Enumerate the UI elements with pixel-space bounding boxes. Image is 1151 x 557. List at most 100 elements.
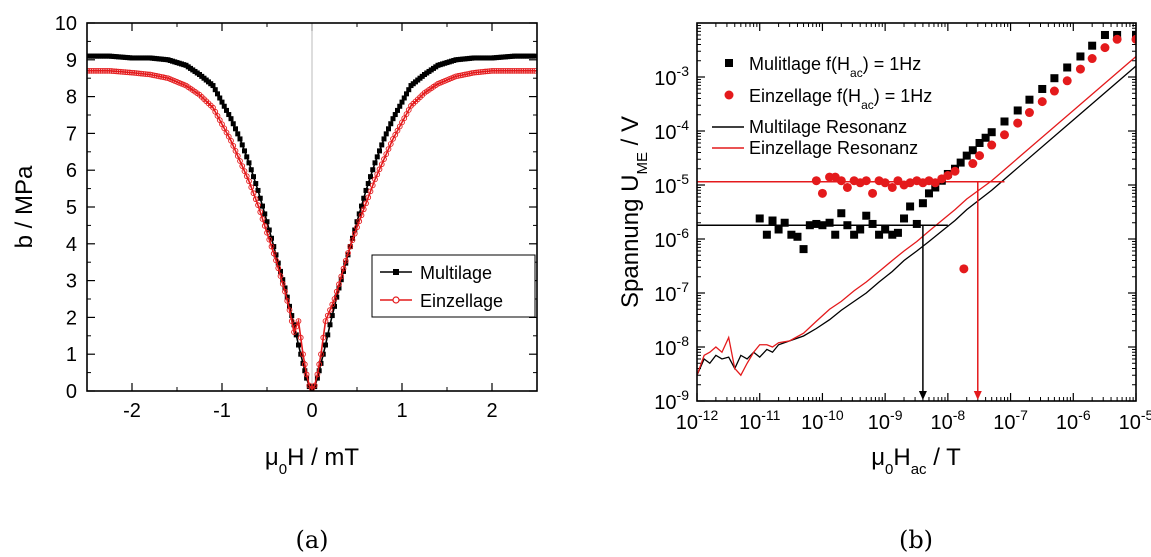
data-point [296, 342, 301, 348]
data-point [316, 368, 322, 374]
y-tick-label: 7 [66, 123, 77, 145]
data-point [239, 142, 245, 148]
data-point [309, 386, 315, 391]
legend-label-einzellage: Einzellage [420, 291, 503, 311]
data-point [956, 158, 965, 167]
data-point [818, 221, 827, 230]
data-point [532, 53, 537, 59]
data-point [363, 200, 369, 207]
data-point [369, 182, 376, 189]
data-point [395, 107, 400, 113]
data-point [300, 351, 306, 358]
data-point [370, 167, 376, 173]
data-point [1132, 30, 1136, 39]
data-point [356, 218, 363, 225]
data-point [279, 280, 286, 287]
data-point [248, 184, 255, 191]
data-point [275, 265, 282, 272]
y-tick-label: 10-3 [654, 63, 689, 90]
panel-a-frame [86, 22, 538, 392]
panel-b-caption: (b) [899, 526, 933, 554]
panel-a-y-axis-label: b / MPa [11, 165, 38, 248]
x-tick-label: 2 [486, 400, 497, 422]
data-point [805, 221, 814, 230]
legend-marker-multilage [393, 269, 399, 275]
data-point [968, 146, 977, 155]
data-point [359, 203, 364, 209]
data-point [301, 361, 308, 368]
data-point [1100, 30, 1109, 39]
data-point [224, 107, 229, 113]
data-point [1063, 63, 1072, 72]
data-point [880, 178, 890, 188]
data-point [943, 170, 953, 180]
data-point [253, 181, 259, 187]
data-point [268, 243, 275, 250]
data-point [372, 176, 378, 183]
data-point [868, 188, 878, 198]
data-point [365, 194, 372, 201]
data-point [755, 214, 764, 223]
y-tick-label: 10-9 [654, 387, 689, 414]
data-point [981, 133, 990, 142]
data-point [261, 223, 268, 229]
data-point [1037, 97, 1047, 107]
data-point [287, 303, 292, 309]
data-point [327, 322, 333, 328]
data-point [336, 285, 342, 291]
data-point [383, 151, 390, 157]
legend-marker-mulitlage-1hz [725, 59, 733, 67]
data-point [277, 273, 284, 279]
x-tick-label: 10-8 [931, 407, 966, 434]
data-point [962, 151, 971, 160]
x-tick-label: 10-5 [1119, 407, 1151, 434]
data-point [284, 294, 290, 300]
data-point [888, 230, 897, 239]
data-point [842, 182, 852, 192]
data-point [266, 236, 273, 243]
data-point [250, 190, 257, 197]
data-point [959, 264, 969, 274]
data-point [862, 211, 871, 220]
data-point [248, 167, 254, 173]
x-tick-label: 10-9 [868, 407, 903, 434]
data-point [817, 188, 827, 198]
data-point [324, 312, 331, 319]
arrow-head-0 [918, 391, 927, 400]
legend-label-einzellage-resonanz: Einzellage Resonanz [749, 138, 918, 158]
data-point [251, 174, 256, 180]
data-point [291, 322, 297, 328]
y-tick-label: 10-7 [654, 279, 689, 306]
data-point [327, 307, 333, 313]
data-point [242, 148, 247, 154]
data-point [338, 277, 344, 283]
data-point [221, 103, 227, 109]
data-point [219, 99, 225, 105]
data-point [836, 176, 846, 186]
data-point [837, 209, 846, 218]
data-point [210, 83, 216, 89]
data-point [381, 156, 387, 163]
data-point [237, 136, 243, 142]
data-point [234, 153, 241, 159]
panel-a: -2 -1 0 1 2 0 1 2 3 4 5 6 7 8 9 10 Multilage Einzellage… [11, 13, 538, 554]
data-point [768, 216, 777, 225]
data-point [381, 136, 387, 142]
data-point [233, 126, 238, 132]
data-point [1050, 74, 1059, 83]
data-point [379, 142, 385, 148]
data-point [975, 151, 985, 161]
data-point [401, 95, 407, 101]
x-tick-label: 10-10 [801, 407, 844, 434]
data-point [334, 294, 340, 300]
x-tick-label: -1 [213, 400, 231, 422]
data-point [385, 146, 392, 152]
data-point [320, 334, 327, 341]
data-point [336, 281, 342, 288]
data-point [270, 250, 277, 257]
data-point [255, 202, 261, 209]
series-line-1 [87, 70, 537, 391]
data-point [352, 227, 358, 233]
data-point [318, 351, 324, 358]
legend-label-einzellage-1hz: Einzellage f(Hac) = 1Hz [749, 86, 932, 112]
